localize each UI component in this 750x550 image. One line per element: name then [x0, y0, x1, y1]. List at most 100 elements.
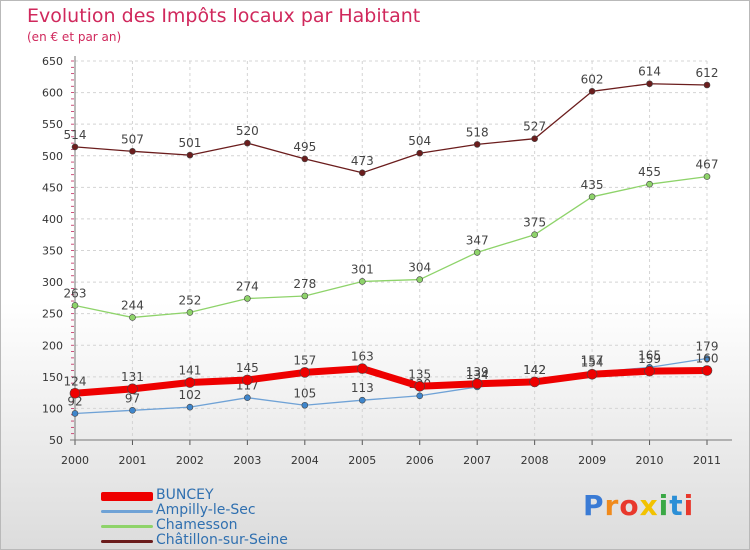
- data-point-buncey: [299, 367, 311, 378]
- data-label-buncey: 159: [638, 352, 661, 366]
- data-label-chatillon-sur-seine: 495: [293, 140, 316, 154]
- data-label-chamesson: 467: [696, 158, 719, 172]
- legend-swatch-chamesson: [101, 525, 153, 528]
- data-label-buncey: 157: [293, 353, 316, 367]
- data-point-buncey: [586, 369, 598, 380]
- data-point-ampilly-le-sec: [301, 401, 309, 409]
- data-label-chatillon-sur-seine: 501: [178, 136, 201, 150]
- data-point-ampilly-le-sec: [71, 410, 79, 417]
- legend-item-chatillon: Châtillon-sur-Seine: [101, 532, 461, 549]
- legend-label-chamesson: Chamesson: [156, 517, 238, 533]
- data-point-chatillon-sur-seine: [646, 80, 653, 88]
- x-tick-label: 2009: [578, 454, 606, 467]
- y-tick-label: 100: [42, 402, 63, 415]
- data-point-chatillon-sur-seine: [416, 149, 424, 157]
- y-tick-label: 450: [42, 181, 63, 194]
- data-point-buncey: [127, 383, 138, 395]
- data-point-buncey: [69, 387, 81, 399]
- legend-item-chamesson: Chamesson: [101, 517, 461, 534]
- data-point-buncey: [184, 377, 196, 388]
- brand-letter: r: [604, 489, 620, 522]
- data-label-chamesson: 301: [351, 262, 374, 276]
- data-point-chatillon-sur-seine: [358, 169, 366, 177]
- y-tick-label: 550: [42, 118, 63, 131]
- data-label-chamesson: 304: [408, 261, 431, 275]
- x-tick-label: 2004: [291, 454, 319, 467]
- data-label-buncey: 154: [581, 355, 604, 369]
- data-label-chamesson: 274: [236, 280, 259, 294]
- data-label-chatillon-sur-seine: 507: [121, 132, 144, 146]
- x-tick-label: 2008: [521, 454, 549, 467]
- x-tick-label: 2006: [406, 454, 434, 467]
- chart-title: Evolution des Impôts locaux par Habitant: [27, 5, 421, 27]
- data-point-buncey: [529, 376, 540, 388]
- data-label-chamesson: 244: [121, 298, 144, 312]
- data-point-chatillon-sur-seine: [244, 139, 251, 147]
- data-point-chamesson: [186, 309, 194, 316]
- y-tick-label: 50: [49, 434, 63, 447]
- legend-swatch-ampilly: [101, 510, 153, 513]
- data-label-chatillon-sur-seine: 514: [64, 128, 87, 142]
- y-tick-label: 650: [42, 55, 63, 68]
- data-label-chamesson: 347: [466, 233, 489, 247]
- data-point-chamesson: [588, 193, 596, 201]
- data-label-buncey: 139: [466, 365, 489, 379]
- data-label-buncey: 163: [351, 350, 374, 364]
- data-point-chatillon-sur-seine: [129, 148, 136, 155]
- data-point-chamesson: [358, 278, 366, 285]
- data-point-chamesson: [301, 292, 309, 300]
- data-point-chatillon-sur-seine: [71, 143, 79, 151]
- data-label-chamesson: 375: [523, 216, 546, 230]
- data-label-buncey: 142: [523, 363, 546, 377]
- x-tick-label: 2001: [118, 454, 146, 467]
- data-point-ampilly-le-sec: [244, 394, 251, 401]
- data-label-chamesson: 435: [581, 178, 604, 192]
- legend-label-buncey: BUNCEY: [156, 487, 214, 503]
- series-line-chamesson: [74, 175, 708, 319]
- brand-logo: Proxiti: [583, 489, 694, 522]
- data-point-chatillon-sur-seine: [531, 135, 538, 142]
- brand-letter: t: [669, 489, 684, 522]
- y-tick-label: 600: [42, 87, 63, 100]
- data-label-chamesson: 252: [178, 293, 201, 307]
- y-tick-label: 500: [42, 150, 63, 163]
- brand-letter: P: [583, 489, 605, 522]
- x-tick-label: 2011: [693, 454, 721, 467]
- y-tick-label: 300: [42, 276, 63, 289]
- y-tick-label: 400: [42, 213, 63, 226]
- data-point-chatillon-sur-seine: [703, 81, 711, 89]
- data-label-chatillon-sur-seine: 527: [523, 120, 546, 134]
- data-point-ampilly-le-sec: [416, 392, 424, 400]
- data-point-chamesson: [646, 180, 653, 188]
- data-point-ampilly-le-sec: [186, 403, 194, 411]
- series-line-buncey: [71, 365, 711, 397]
- data-label-ampilly-le-sec: 157: [581, 353, 604, 367]
- legend-swatch-chatillon: [101, 540, 153, 543]
- data-point-chatillon-sur-seine: [301, 155, 309, 163]
- data-label-chatillon-sur-seine: 602: [581, 72, 604, 86]
- data-label-ampilly-le-sec: 179: [696, 340, 719, 354]
- brand-letter: i: [658, 489, 670, 522]
- data-point-buncey: [414, 381, 426, 392]
- data-label-buncey: 124: [64, 374, 87, 388]
- series-line-chatillon-sur-seine: [74, 83, 708, 174]
- data-point-buncey: [701, 365, 713, 376]
- brand-letter: o: [619, 489, 640, 522]
- data-point-ampilly-le-sec: [703, 355, 711, 362]
- x-tick-label: 2010: [636, 454, 664, 467]
- data-point-ampilly-le-sec: [358, 396, 366, 404]
- data-label-ampilly-le-sec: 105: [293, 386, 316, 400]
- data-point-chamesson: [531, 231, 538, 239]
- data-point-chamesson: [416, 276, 424, 283]
- data-label-chatillon-sur-seine: 520: [236, 124, 259, 138]
- data-point-chamesson: [71, 302, 79, 309]
- data-label-ampilly-le-sec: 113: [351, 381, 374, 395]
- data-label-chamesson: 455: [638, 165, 661, 179]
- data-point-chamesson: [129, 314, 136, 321]
- x-tick-label: 2000: [61, 454, 89, 467]
- y-tick-label: 250: [42, 308, 63, 321]
- data-label-ampilly-le-sec: 134: [466, 368, 489, 382]
- y-tick-label: 200: [42, 339, 63, 352]
- data-label-ampilly-le-sec: 142: [523, 363, 546, 377]
